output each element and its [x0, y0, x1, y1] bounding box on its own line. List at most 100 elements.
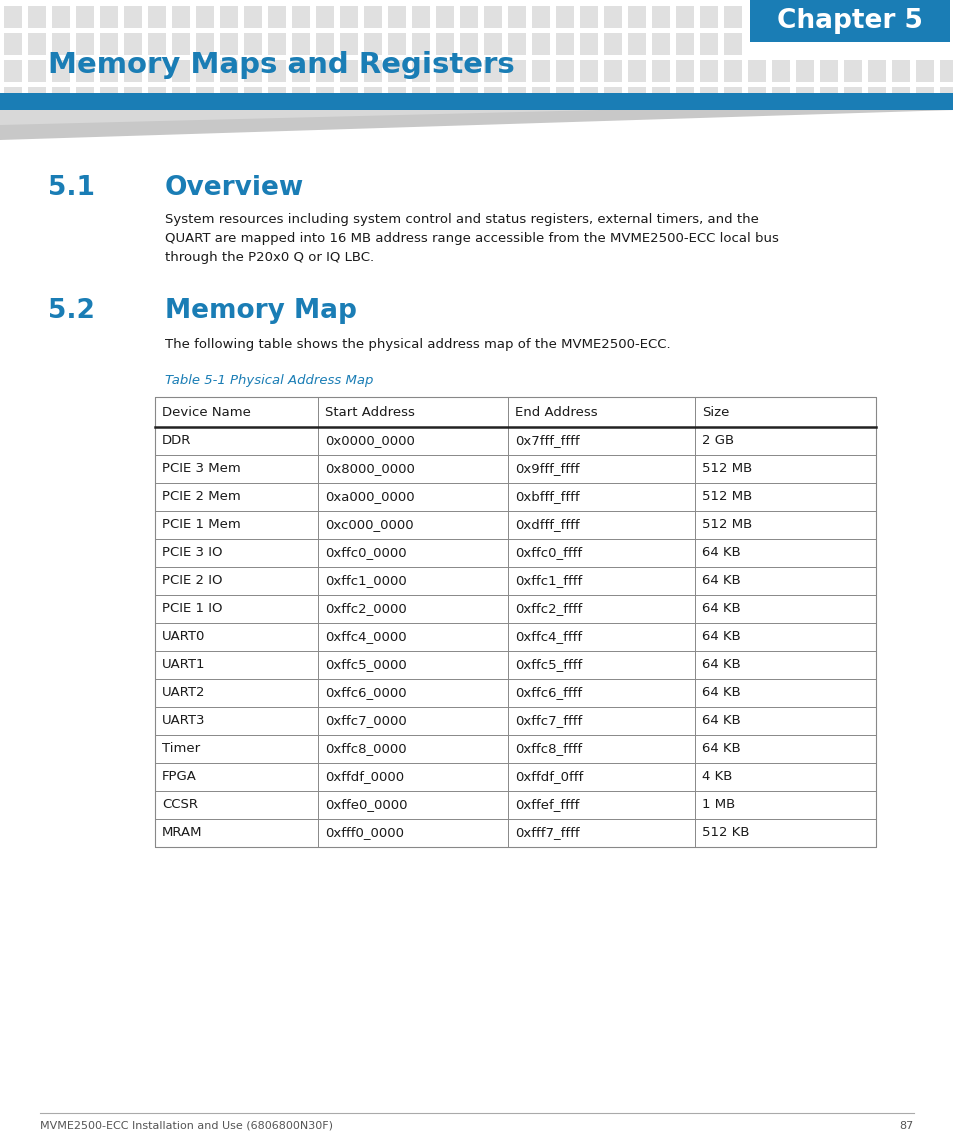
Text: 0xfff0_0000: 0xfff0_0000 [325, 827, 403, 839]
Bar [244, 87, 262, 109]
Text: 0x9fff_ffff: 0x9fff_ffff [515, 463, 578, 475]
Polygon shape [0, 110, 953, 140]
Bar [651, 87, 669, 109]
Bar [556, 60, 574, 82]
Bar [603, 60, 621, 82]
Bar [915, 87, 933, 109]
Bar [532, 6, 550, 27]
Bar [292, 6, 310, 27]
Bar [749, 0, 949, 42]
Text: Table 5-1 Physical Address Map: Table 5-1 Physical Address Map [165, 374, 373, 387]
Text: Overview: Overview [165, 175, 304, 202]
Text: 64 KB: 64 KB [701, 714, 740, 727]
Text: 64 KB: 64 KB [701, 546, 740, 560]
Text: 0xffc7_ffff: 0xffc7_ffff [515, 714, 581, 727]
Text: PCIE 2 Mem: PCIE 2 Mem [162, 490, 240, 504]
Bar [556, 87, 574, 109]
Text: Size: Size [701, 405, 729, 419]
Bar [412, 60, 430, 82]
Text: 0xffc0_0000: 0xffc0_0000 [325, 546, 406, 560]
Bar [676, 6, 693, 27]
Text: 0xffe0_0000: 0xffe0_0000 [325, 798, 407, 812]
Text: 4 KB: 4 KB [701, 771, 732, 783]
Bar [148, 60, 166, 82]
Bar [651, 33, 669, 55]
Bar [172, 33, 190, 55]
Text: PCIE 2 IO: PCIE 2 IO [162, 575, 222, 587]
Bar [459, 6, 477, 27]
Text: The following table shows the physical address map of the MVME2500-ECC.: The following table shows the physical a… [165, 338, 670, 352]
Bar [100, 87, 118, 109]
Text: 0xffc6_0000: 0xffc6_0000 [325, 687, 406, 700]
Bar [244, 60, 262, 82]
Polygon shape [0, 110, 599, 125]
Bar [412, 6, 430, 27]
Text: 0xa000_0000: 0xa000_0000 [325, 490, 415, 504]
Text: 64 KB: 64 KB [701, 687, 740, 700]
Bar [507, 6, 525, 27]
Text: 512 MB: 512 MB [701, 490, 752, 504]
Bar [76, 33, 94, 55]
Bar [339, 33, 357, 55]
Bar [651, 6, 669, 27]
Bar [52, 33, 70, 55]
Text: 0xffc0_ffff: 0xffc0_ffff [515, 546, 581, 560]
Text: 512 KB: 512 KB [701, 827, 749, 839]
Text: Start Address: Start Address [325, 405, 415, 419]
Bar [676, 60, 693, 82]
Bar [891, 87, 909, 109]
Bar [700, 60, 718, 82]
Bar [700, 33, 718, 55]
Text: 0xffdf_0000: 0xffdf_0000 [325, 771, 404, 783]
Bar [579, 87, 598, 109]
Bar [556, 6, 574, 27]
Bar [195, 33, 213, 55]
Text: 2 GB: 2 GB [701, 434, 734, 448]
Bar [412, 87, 430, 109]
Text: UART1: UART1 [162, 658, 205, 671]
Text: UART3: UART3 [162, 714, 205, 727]
Bar [124, 33, 142, 55]
Bar [843, 60, 862, 82]
Text: 512 MB: 512 MB [701, 519, 752, 531]
Bar [148, 6, 166, 27]
Text: UART0: UART0 [162, 631, 205, 643]
Bar [388, 87, 406, 109]
Bar [195, 6, 213, 27]
Text: PCIE 1 IO: PCIE 1 IO [162, 602, 222, 616]
Text: CCSR: CCSR [162, 798, 198, 812]
Bar [52, 6, 70, 27]
Bar [364, 33, 381, 55]
Bar [436, 60, 454, 82]
Bar [939, 60, 953, 82]
Bar [436, 6, 454, 27]
Bar [700, 6, 718, 27]
Text: Memory Maps and Registers: Memory Maps and Registers [48, 52, 515, 79]
Bar [891, 60, 909, 82]
Bar [579, 60, 598, 82]
Bar [603, 6, 621, 27]
Text: 64 KB: 64 KB [701, 658, 740, 671]
Bar [388, 6, 406, 27]
Bar [483, 33, 501, 55]
Text: 5.2: 5.2 [48, 298, 94, 324]
Bar [723, 33, 741, 55]
Bar [723, 87, 741, 109]
Bar [28, 6, 46, 27]
Text: 0xffdf_0fff: 0xffdf_0fff [515, 771, 582, 783]
Bar [339, 6, 357, 27]
Bar [483, 6, 501, 27]
Bar [651, 60, 669, 82]
Bar [483, 87, 501, 109]
Bar [700, 87, 718, 109]
Bar [292, 60, 310, 82]
Bar [172, 87, 190, 109]
Bar [676, 87, 693, 109]
Bar [627, 60, 645, 82]
Text: UART2: UART2 [162, 687, 205, 700]
Text: Memory Map: Memory Map [165, 298, 356, 324]
Bar [4, 87, 22, 109]
Bar [220, 87, 237, 109]
Bar [532, 60, 550, 82]
Bar [915, 60, 933, 82]
